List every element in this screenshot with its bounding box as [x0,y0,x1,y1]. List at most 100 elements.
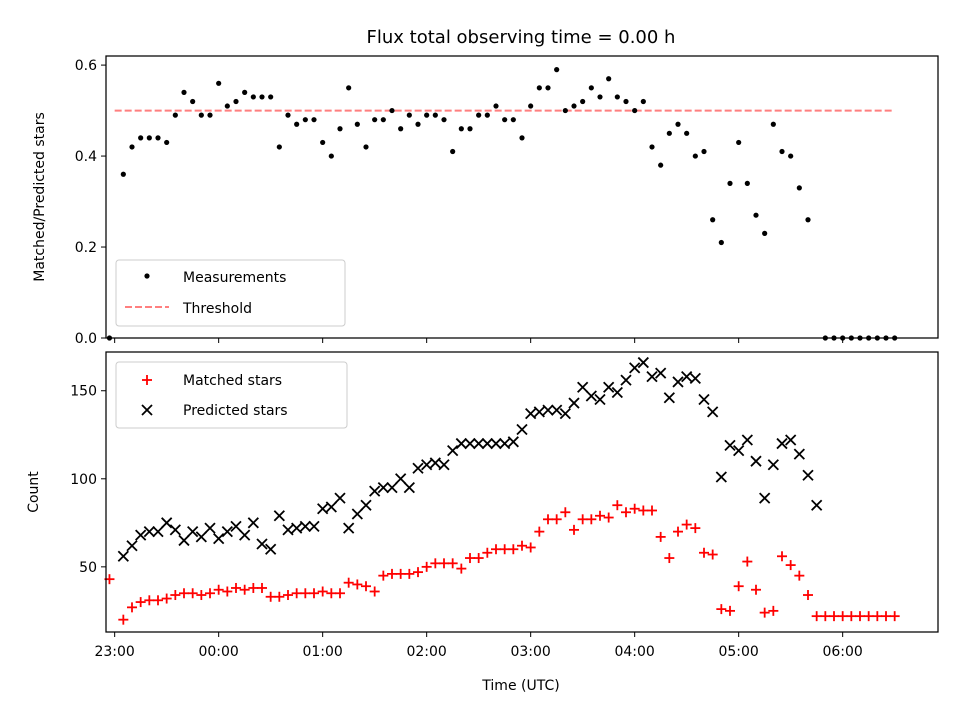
matched-star-point [647,505,657,516]
matched-star-point [300,588,311,599]
matched-star-point [222,586,233,597]
measurement-point [346,85,352,91]
legend-threshold-label: Threshold [182,301,252,317]
measurement-point [380,117,386,123]
matched-star-point [733,581,744,592]
matched-star-point [239,584,250,595]
predicted-star-point-b [793,448,805,460]
measurement-point [554,67,560,73]
measurement-point [476,112,482,118]
legend-predicted-marker [141,404,153,416]
matched-star-point [456,563,467,574]
predicted-star-point [239,529,251,541]
legend-predicted-label: Predicted stars [183,403,288,419]
predicted-star-point [646,371,658,383]
top-y-tick-label: 0.6 [75,58,97,74]
legend-matched-marker [142,375,152,385]
predicted-star-point-b [724,439,736,451]
measurement-point [415,121,421,127]
predicted-star-point [793,448,805,460]
predicted-star-point [568,397,580,409]
measurement-point [736,139,742,146]
predicted-star-point [637,356,649,369]
matched-star-point [811,611,822,622]
matched-star-point [378,570,389,581]
top-y-tick-label: 0.2 [75,240,97,256]
matched-star-point [265,591,276,602]
predicted-star-point [698,393,710,406]
predicted-star-point [187,525,199,538]
predicted-star-point-b [117,550,129,562]
predicted-star-point [802,469,814,481]
matched-star-point [118,614,129,625]
predicted-star-point [603,381,615,393]
matched-star-point [317,586,328,597]
predicted-star-point [351,508,363,520]
top-legend: Measurements Threshold [115,259,346,327]
measurement-point [519,135,525,141]
matched-star-point [430,558,441,569]
measurement-point [588,85,594,91]
matched-star-point [759,607,770,618]
matched-star-point [187,588,198,599]
measurement-point [658,162,664,168]
matched-star-point [777,551,787,562]
predicted-star-point-b [759,492,771,504]
predicted-star-point [629,362,641,374]
predicted-star-point-b [265,543,277,555]
predicted-star-point-b [611,386,623,399]
matched-star-point [569,524,579,535]
matched-star-point [205,588,215,599]
measurement-point [502,117,508,123]
predicted-star-point-b [403,481,415,494]
predicted-star-point-b [481,437,493,450]
matched-star-point [785,560,796,571]
measurement-point [632,107,638,114]
predicted-star-point-b [247,517,259,529]
matched-star-point [543,514,553,525]
matched-star-point [846,611,857,622]
predicted-star-point-b [230,520,242,532]
predicted-star-point-b [681,371,693,383]
matched-star-point [343,577,354,588]
predicted-star-point-b [291,522,303,534]
legend-matched-label: Matched stars [183,373,282,389]
predicted-star-point [533,406,545,418]
predicted-star-point [681,371,693,383]
predicted-star-point-b [464,437,476,450]
measurement-point [614,94,620,100]
predicted-star-point-b [421,459,433,471]
matched-star-point [473,553,484,564]
figure-title: Flux total observing time = 0.00 h [367,27,676,48]
matched-star-point [283,590,293,601]
measurement-point [250,94,256,100]
measurement-point [788,153,794,159]
top-panel-ratio: 0.0 0.2 0.4 0.6 Matched/Predicted stars Mea… [32,55,939,347]
matched-star-point [274,591,285,602]
predicted-star-point-b [343,522,355,534]
predicted-star-point-b [161,517,173,529]
predicted-star-point-b [767,459,779,471]
measurement-point [328,153,334,159]
measurement-point [302,117,308,123]
predicted-star-point [620,374,632,386]
measurement-point [692,153,698,159]
matched-star-point [135,597,146,608]
matched-star-point [213,584,224,595]
predicted-star-point [143,525,155,538]
predicted-star-point [421,459,433,471]
matched-star-point [803,590,813,601]
measurement-point [259,94,265,100]
matched-star-point [837,611,848,622]
predicted-star-point [724,439,736,451]
predicted-star-point [551,404,563,416]
predicted-star-point [369,485,381,497]
predicted-star-point [256,538,268,550]
matched-star-point [621,507,631,518]
measurement-point [372,117,378,123]
predicted-star-point-b [221,525,233,538]
predicted-star-point [161,517,173,529]
predicted-star-point [585,390,597,402]
matched-star-point [309,588,319,599]
measurement-point [762,230,768,236]
